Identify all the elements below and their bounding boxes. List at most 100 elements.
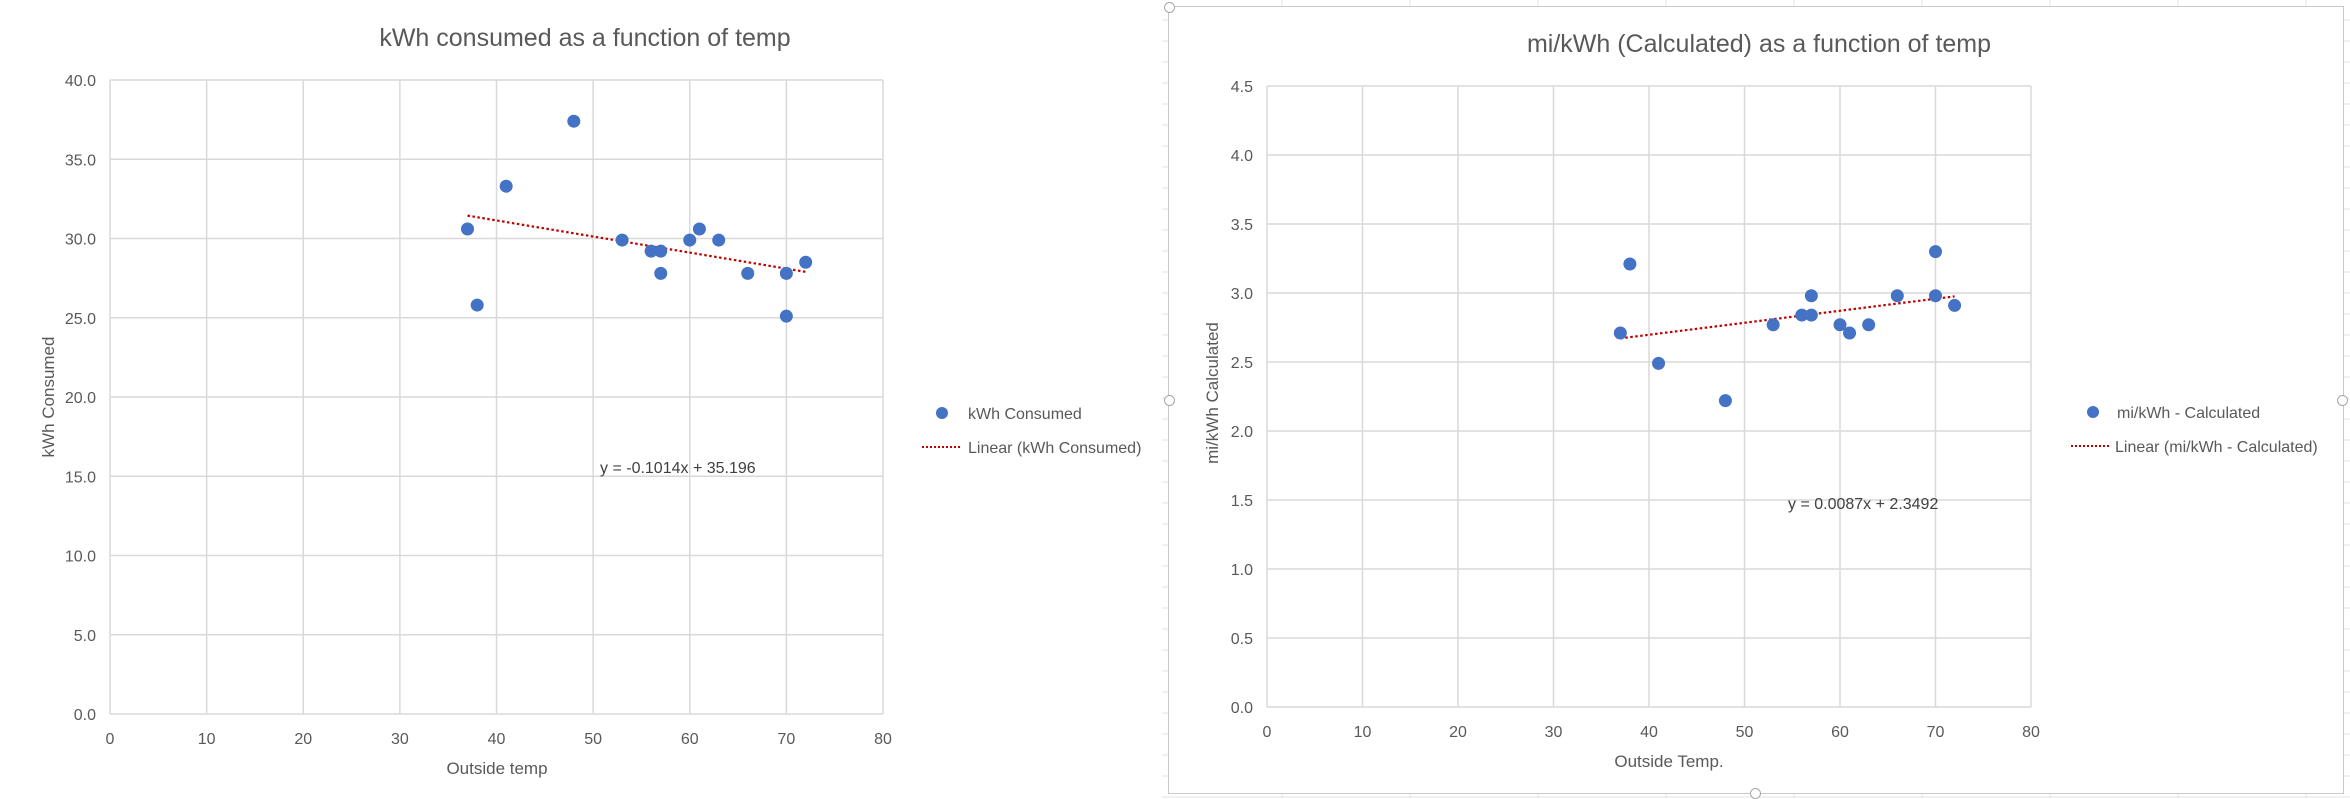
data-point bbox=[1843, 326, 1857, 340]
trendline-group bbox=[467, 214, 806, 273]
data-point bbox=[692, 222, 706, 236]
data-point bbox=[1929, 289, 1942, 303]
x-tick-label: 60 bbox=[681, 731, 699, 748]
x-tick-label: 20 bbox=[294, 731, 312, 748]
y-tick-label: 0.5 bbox=[1231, 631, 1253, 648]
x-axis-title: Outside temp bbox=[446, 759, 547, 778]
x-tick-label: 70 bbox=[1927, 724, 1945, 741]
y-tick-label: 30.0 bbox=[65, 232, 96, 249]
y-tick-label: 2.0 bbox=[1231, 424, 1253, 441]
legend-series-label: mi/kWh - Calculated bbox=[2117, 405, 2260, 422]
y-tick-label: 0.0 bbox=[74, 707, 96, 724]
legend: mi/kWh - Calculated Linear (mi/kWh - Cal… bbox=[2071, 405, 2318, 456]
data-point bbox=[644, 244, 658, 258]
data-point bbox=[1652, 356, 1666, 370]
chart-kwh-consumed-svg: kWh consumed as a function of temp 0 10 20… bbox=[39, 24, 1141, 778]
x-tick-label: 60 bbox=[1831, 724, 1849, 741]
data-point bbox=[1804, 308, 1818, 322]
y-tick-label: 2.5 bbox=[1231, 355, 1253, 372]
x-tick-label: 0 bbox=[106, 731, 115, 748]
data-point bbox=[1804, 289, 1818, 303]
data-point bbox=[1718, 394, 1732, 408]
data-point bbox=[1929, 245, 1942, 259]
legend-trend-label: Linear (mi/kWh - Calculated) bbox=[2115, 439, 2318, 456]
chart-title: mi/kWh (Calculated) as a function of tem… bbox=[1527, 30, 1991, 58]
x-tick-label: 50 bbox=[584, 731, 602, 748]
y-tick-labels: 0.0 0.5 1.0 1.5 2.0 2.5 3.0 3.5 4.0 4.5 bbox=[1231, 79, 1253, 717]
data-point bbox=[499, 179, 513, 193]
y-tick-label: 5.0 bbox=[74, 628, 96, 645]
chart-title: kWh consumed as a function of temp bbox=[379, 24, 790, 52]
y-tick-labels: 0.0 5.0 10.0 15.0 20.0 25.0 30.0 35.0 40.0 bbox=[65, 73, 96, 724]
y-tick-label: 15.0 bbox=[65, 469, 96, 486]
data-point bbox=[1833, 318, 1847, 332]
trendline-equation: y = 0.0087x + 2.3492 bbox=[1788, 496, 1938, 513]
plot-grid bbox=[1266, 85, 2032, 708]
legend-marker bbox=[936, 407, 948, 419]
x-tick-label: 50 bbox=[1736, 724, 1754, 741]
x-tick-labels: 0 10 20 30 40 50 60 70 80 bbox=[1263, 724, 2040, 741]
y-tick-label: 1.5 bbox=[1231, 493, 1253, 510]
data-point bbox=[654, 244, 668, 258]
trendline bbox=[1620, 295, 1955, 340]
y-tick-label: 10.0 bbox=[65, 549, 96, 566]
data-point bbox=[779, 266, 793, 280]
y-axis-title: mi/kWh Calculated bbox=[1203, 322, 1222, 464]
y-tick-label: 3.5 bbox=[1231, 217, 1253, 234]
y-tick-label: 4.0 bbox=[1231, 148, 1253, 165]
data-point bbox=[461, 222, 475, 236]
data-point bbox=[712, 233, 726, 247]
y-tick-label: 1.0 bbox=[1231, 562, 1253, 579]
y-tick-label: 25.0 bbox=[65, 311, 96, 328]
data-points bbox=[1613, 245, 1962, 408]
x-tick-labels: 0 10 20 30 40 50 60 70 80 bbox=[106, 731, 892, 748]
x-tick-label: 20 bbox=[1449, 724, 1467, 741]
data-points bbox=[461, 114, 813, 323]
chart-kwh-consumed[interactable]: kWh consumed as a function of temp 0 10 20… bbox=[0, 0, 1162, 798]
data-point bbox=[741, 266, 755, 280]
legend: kWh Consumed Linear (kWh Consumed) bbox=[922, 406, 1141, 457]
x-tick-label: 30 bbox=[391, 731, 409, 748]
trendline-group bbox=[1620, 295, 1955, 340]
plot-grid bbox=[109, 79, 884, 715]
y-tick-label: 0.0 bbox=[1231, 700, 1253, 717]
data-point bbox=[683, 233, 697, 247]
data-point bbox=[1890, 289, 1904, 303]
data-point bbox=[1766, 318, 1780, 332]
data-point bbox=[1862, 318, 1876, 332]
data-point bbox=[470, 298, 484, 312]
data-point bbox=[1948, 298, 1962, 312]
y-tick-label: 40.0 bbox=[65, 73, 96, 90]
data-point bbox=[1623, 257, 1637, 271]
data-point bbox=[567, 114, 581, 128]
resize-handle-right-middle[interactable] bbox=[2337, 395, 2348, 406]
data-point bbox=[799, 255, 813, 269]
x-tick-label: 70 bbox=[777, 731, 795, 748]
x-tick-label: 80 bbox=[874, 731, 892, 748]
x-tick-label: 30 bbox=[1545, 724, 1563, 741]
data-point bbox=[1795, 308, 1809, 322]
x-tick-label: 40 bbox=[488, 731, 506, 748]
resize-handle-left-middle[interactable] bbox=[1164, 395, 1175, 406]
y-tick-label: 4.5 bbox=[1231, 79, 1253, 96]
x-axis-title: Outside Temp. bbox=[1614, 752, 1723, 771]
resize-handle-top-left[interactable] bbox=[1164, 2, 1175, 13]
y-tick-label: 3.0 bbox=[1231, 286, 1253, 303]
data-point bbox=[1613, 326, 1627, 340]
y-tick-label: 35.0 bbox=[65, 152, 96, 169]
chart-mi-per-kwh[interactable]: mi/kWh (Calculated) as a function of tem… bbox=[1168, 6, 2344, 794]
legend-marker bbox=[2087, 406, 2099, 418]
data-point bbox=[654, 266, 668, 280]
legend-series-label: kWh Consumed bbox=[968, 406, 1082, 423]
x-tick-label: 0 bbox=[1263, 724, 1272, 741]
y-axis-title: kWh Consumed bbox=[39, 337, 58, 458]
trendline bbox=[467, 214, 806, 273]
resize-handle-bottom-center[interactable] bbox=[1750, 788, 1761, 799]
x-tick-label: 40 bbox=[1640, 724, 1658, 741]
legend-trend-label: Linear (kWh Consumed) bbox=[968, 440, 1141, 457]
x-tick-label: 80 bbox=[2022, 724, 2040, 741]
x-tick-label: 10 bbox=[198, 731, 216, 748]
data-point bbox=[615, 233, 629, 247]
trendline-equation: y = -0.1014x + 35.196 bbox=[600, 460, 756, 477]
y-tick-label: 20.0 bbox=[65, 390, 96, 407]
